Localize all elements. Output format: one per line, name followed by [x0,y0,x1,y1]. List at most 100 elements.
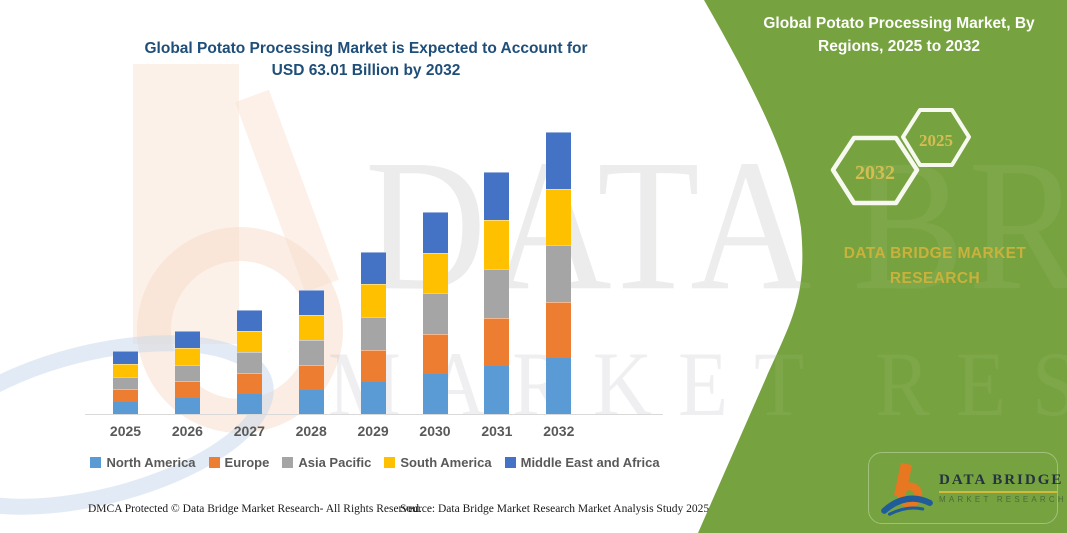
bar-segment-2032-north-america [546,358,572,414]
watermark-swoosh [0,335,274,515]
bar-segment-2032-middle-east-and-africa [546,132,572,189]
bar-segment-2026-middle-east-and-africa [174,331,200,348]
logo-swoosh-top [881,495,933,514]
bar-segment-2029-europe [360,349,386,383]
logo-words: DATA BRIDGE MARKET RESEARCH [939,472,1067,504]
bar-segment-2025-south-america [113,363,138,377]
bar-segment-2025-europe [113,389,138,403]
bar-segment-2026-south-america [174,347,200,365]
panel-title: Global Potato Processing Market, By Regi… [748,12,1050,58]
hexagon-2025-icon [901,108,971,167]
logo-subtitle: MARKET RESEARCH [939,495,1067,504]
legend-item-europe: Europe [208,455,270,470]
hexagon-2032-icon [830,135,920,206]
legend-item-asia-pacific: Asia Pacific [282,455,371,470]
bar-2031 [484,171,510,414]
bar-segment-2026-asia-pacific [174,364,200,382]
bar-segment-2030-asia-pacific [422,293,448,334]
bar-segment-2030-middle-east-and-africa [422,211,448,253]
legend-label: Asia Pacific [298,455,372,470]
brand-wordmark: DATA BRIDGE MARKET RESEARCH [808,241,1062,291]
logo-underline [939,491,1057,493]
logo-b-bowl [896,482,923,508]
bar-2030 [422,211,448,414]
bar-segment-2025-asia-pacific [113,376,138,390]
legend-swatch-icon [282,457,294,468]
x-axis-label-2030: 2030 [419,423,451,439]
bar-segment-2027-south-america [236,330,262,352]
x-axis-line [85,414,663,415]
legend-label: North America [106,455,196,470]
bar-segment-2031-asia-pacific [484,269,510,318]
brand-line2: RESEARCH [889,270,981,287]
bar-segment-2030-north-america [422,374,448,414]
bar-segment-2026-north-america [174,398,200,414]
chart-title-line2: USD 63.01 Billion by 2032 [271,62,461,79]
bar-segment-2032-south-america [546,188,572,246]
bar-segment-2027-europe [236,372,262,394]
chart-legend: North America Europe Asia Pacific South Ame… [85,455,665,470]
bar-segment-2028-south-america [298,315,324,340]
bar-segment-2025-north-america [113,402,138,414]
legend-item-middle-east-and-africa: Middle East and Africa [504,455,660,470]
bar-segment-2031-north-america [484,366,510,414]
legend-label: Middle East and Africa [520,455,660,470]
bar-2028 [298,290,324,414]
bar-segment-2031-south-america [484,220,510,270]
footer-copyright: DMCA Protected © Data Bridge Market Rese… [88,503,422,515]
bar-segment-2031-middle-east-and-africa [484,171,510,221]
footer-source: Source: Data Bridge Market Research Mark… [400,503,710,515]
hexagon-2025-label: 2025 [919,131,953,150]
panel-title-line2: Regions, 2025 to 2032 [818,38,980,55]
legend-swatch-icon [90,457,102,468]
legend-label: Europe [224,455,270,470]
bar-segment-2029-middle-east-and-africa [360,251,386,285]
legend-item-north-america: North America [90,455,196,470]
bar-segment-2028-north-america [298,390,324,414]
x-axis-label-2027: 2027 [233,423,265,439]
bar-2026 [174,331,200,414]
bar-segment-2025-middle-east-and-africa [113,350,138,364]
bar-segment-2027-north-america [236,393,262,414]
bar-segment-2032-europe [546,301,572,359]
databridge-logo-icon [881,462,933,516]
chart-title: Global Potato Processing Market is Expec… [83,38,649,82]
bar-segment-2028-europe [298,365,324,390]
bar-segment-2027-asia-pacific [236,351,262,373]
x-axis-label-2029: 2029 [357,423,389,439]
logo-name: DATA BRIDGE [939,472,1064,488]
watermark-b-diagonal [235,89,339,293]
legend-item-south-america: South America [384,455,492,470]
bar-segment-2026-europe [174,381,200,399]
bar-segment-2028-asia-pacific [298,340,324,365]
bar-2032 [546,132,572,414]
bar-segment-2027-middle-east-and-africa [236,309,262,331]
bar-segment-2029-south-america [360,284,386,317]
bar-segment-2029-asia-pacific [360,316,386,350]
brand-line1: DATA BRIDGE MARKET [843,245,1027,262]
hexagon-2032-label: 2032 [855,162,895,184]
chart-title-line1: Global Potato Processing Market is Expec… [144,40,588,57]
bar-2029 [360,251,386,414]
legend-swatch-icon [208,457,220,468]
bar-segment-2031-europe [484,317,510,367]
bar-segment-2032-asia-pacific [546,245,572,302]
bar-segment-2030-south-america [422,252,448,294]
watermark-b-ring [137,227,343,433]
panel-title-line1: Global Potato Processing Market, By [763,15,1035,32]
x-axis-label-2025: 2025 [109,423,142,439]
x-axis-label-2026: 2026 [171,423,203,439]
bar-2027 [236,309,262,414]
green-panel [698,0,1067,533]
logo-swoosh-bottom [887,506,925,516]
bar-chart: 2025 2026 2027 2028 2029 2030 2031 2032 [85,132,663,439]
x-axis-label-2032: 2032 [543,423,575,439]
x-axis-label-2031: 2031 [481,423,513,439]
bar-2025 [113,350,138,414]
x-axis-label-2028: 2028 [295,423,327,439]
company-logo: DATA BRIDGE MARKET RESEARCH [868,452,1064,524]
legend-swatch-icon [504,457,516,468]
